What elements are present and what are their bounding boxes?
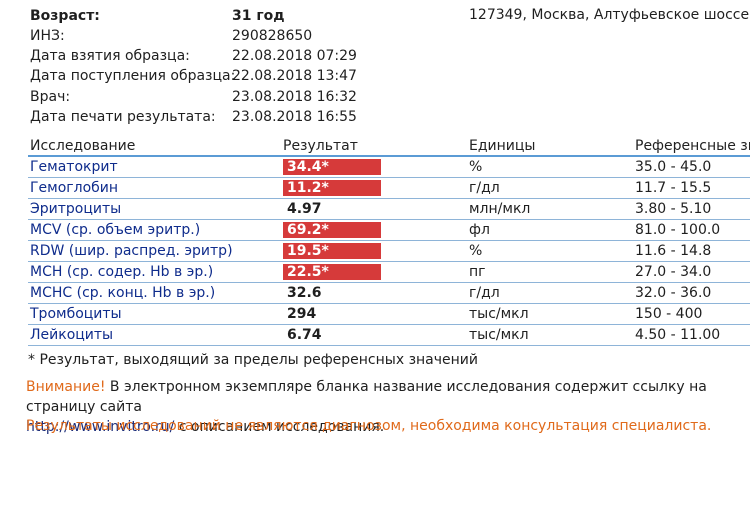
units-cell: млн/мкл xyxy=(467,198,633,220)
units-cell: тыс/мкл xyxy=(467,303,633,325)
result-value: 32.6 xyxy=(287,285,322,301)
invitro-link[interactable]: http://www.invitro.ru/ xyxy=(26,419,175,435)
age-value: 31 год xyxy=(232,8,285,24)
test-name[interactable]: Гематокрит xyxy=(28,156,281,178)
test-name[interactable]: RDW (шир. распред. эритр) xyxy=(28,240,281,262)
sample-received-label: Дата поступления образца: xyxy=(30,68,236,84)
units-cell: пг xyxy=(467,261,633,283)
result-value: 6.74 xyxy=(287,327,322,343)
table-row: MCH (ср. содер. Hb в эр.) 22.5* пг 27.0 - 3… xyxy=(28,261,750,283)
test-name[interactable]: Лейкоциты xyxy=(28,324,281,346)
test-name[interactable]: MCH (ср. содер. Hb в эр.) xyxy=(28,261,281,283)
sample-taken-label: Дата взятия образца: xyxy=(30,48,190,64)
table-row: MCV (ср. объем эритр.) 69.2* фл 81.0 - 100.… xyxy=(28,219,750,241)
header-result: Результат xyxy=(281,138,467,157)
table-row: Гемоглобин 11.2* г/дл 11.7 - 15.5 xyxy=(28,177,750,199)
header-test: Исследование xyxy=(28,138,281,157)
reference-cell: 11.7 - 15.5 xyxy=(633,177,750,199)
lab-address: 127349, Москва, Алтуфьевское шоссе, д. 7 xyxy=(469,7,750,23)
reference-cell: 35.0 - 45.0 xyxy=(633,156,750,178)
doctor-value: 23.08.2018 16:32 xyxy=(232,89,357,105)
results-table: Исследование Результат Единицы Референсн… xyxy=(28,138,750,346)
result-cell: 22.5* xyxy=(281,261,467,283)
reference-cell: 150 - 400 xyxy=(633,303,750,325)
result-cell: 294 xyxy=(281,303,467,325)
table-row: Гематокрит 34.4*% 35.0 - 45.0 xyxy=(28,156,750,178)
result-cell: 4.97 xyxy=(281,198,467,220)
flagged-result-value: 11.2* xyxy=(283,180,381,196)
warning-text: В электронном экземпляре бланка название… xyxy=(26,379,707,415)
inz-label: ИНЗ: xyxy=(30,28,65,44)
test-name[interactable]: Гемоглобин xyxy=(28,177,281,199)
test-name[interactable]: MCHC (ср. конц. Hb в эр.) xyxy=(28,282,281,304)
result-value: 4.97 xyxy=(287,201,322,217)
results-header-row: Исследование Результат Единицы Референсн… xyxy=(28,138,750,157)
result-cell: 19.5* xyxy=(281,240,467,262)
result-cell: 32.6 xyxy=(281,282,467,304)
table-row: Лейкоциты 6.74 тыс/мкл 4.50 - 11.00 xyxy=(28,324,750,346)
table-row: Эритроциты 4.97 млн/мкл 3.80 - 5.10 xyxy=(28,198,750,220)
reference-cell: 11.6 - 14.8 xyxy=(633,240,750,262)
flagged-result-value: 34.4* xyxy=(283,159,381,175)
result-cell: 6.74 xyxy=(281,324,467,346)
units-cell: % xyxy=(467,156,633,178)
doctor-label: Врач: xyxy=(30,89,71,105)
reference-cell: 4.50 - 11.00 xyxy=(633,324,750,346)
warning-text-end: с описанием исследования. xyxy=(174,419,385,435)
units-cell: тыс/мкл xyxy=(467,324,633,346)
test-name[interactable]: Эритроциты xyxy=(28,198,281,220)
header-reference: Референсные значения xyxy=(633,138,750,157)
reference-cell: 3.80 - 5.10 xyxy=(633,198,750,220)
cropped-header-fragment xyxy=(0,0,750,2)
reference-cell: 32.0 - 36.0 xyxy=(633,282,750,304)
units-cell: г/дл xyxy=(467,282,633,304)
result-cell: 34.4* xyxy=(281,156,467,178)
print-date-value: 23.08.2018 16:55 xyxy=(232,109,357,125)
units-cell: фл xyxy=(467,219,633,241)
units-cell: г/дл xyxy=(467,177,633,199)
warning-word: Внимание! xyxy=(26,379,106,395)
print-date-label: Дата печати результата: xyxy=(30,109,216,125)
test-name[interactable]: MCV (ср. объем эритр.) xyxy=(28,219,281,241)
reference-cell: 81.0 - 100.0 xyxy=(633,219,750,241)
reference-cell: 27.0 - 34.0 xyxy=(633,261,750,283)
header-units: Единицы xyxy=(467,138,633,157)
age-label: Возраст: xyxy=(30,8,100,24)
table-row: RDW (шир. распред. эритр) 19.5*% 11.6 - 14… xyxy=(28,240,750,262)
table-row: MCHC (ср. конц. Hb в эр.) 32.6 г/дл 32.0 - … xyxy=(28,282,750,304)
sample-received-value: 22.08.2018 13:47 xyxy=(232,68,357,84)
result-cell: 11.2* xyxy=(281,177,467,199)
test-name[interactable]: Тромбоциты xyxy=(28,303,281,325)
diagnosis-disclaimer: Результаты исследований не являются диаг… xyxy=(26,418,712,434)
flagged-result-value: 69.2* xyxy=(283,222,381,238)
result-cell: 69.2* xyxy=(281,219,467,241)
flagged-result-value: 22.5* xyxy=(283,264,381,280)
inz-value: 290828650 xyxy=(232,28,313,44)
flagged-result-value: 19.5* xyxy=(283,243,381,259)
out-of-range-note: * Результат, выходящий за пределы рефере… xyxy=(28,352,478,368)
warning-block: Внимание! В электронном экземпляре бланк… xyxy=(26,377,746,437)
units-cell: % xyxy=(467,240,633,262)
sample-taken-value: 22.08.2018 07:29 xyxy=(232,48,357,64)
table-row: Тромбоциты 294 тыс/мкл 150 - 400 xyxy=(28,303,750,325)
result-value: 294 xyxy=(287,306,317,322)
